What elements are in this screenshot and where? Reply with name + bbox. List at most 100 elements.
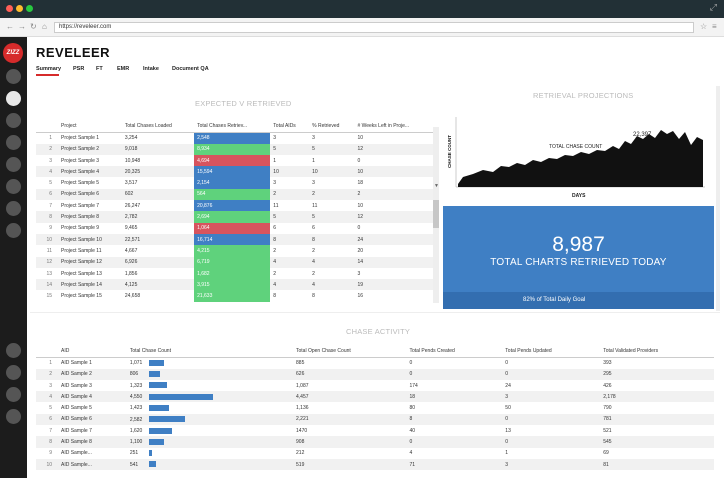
- table-cell: 8,934: [194, 143, 271, 155]
- table-row[interactable]: 3 Project Sample 3 10,948 4,694 1 1 0: [36, 154, 433, 167]
- forward-icon[interactable]: →: [18, 22, 26, 31]
- table-row[interactable]: 9 AID Sample... 251 212 4 1 69: [36, 448, 714, 459]
- col-header[interactable]: Total Chases Retriev...: [194, 121, 271, 133]
- table-row[interactable]: 11 Project Sample 11 4,667 4,215 2 2 20: [36, 245, 433, 257]
- chase-count-value: 1,071: [129, 360, 143, 367]
- maximize-window-icon[interactable]: [26, 5, 33, 12]
- scroll-thumb[interactable]: [433, 200, 439, 228]
- tab-intake[interactable]: Intake: [143, 66, 159, 72]
- app-logo[interactable]: ZIZZ: [3, 43, 23, 63]
- sidebar-item-6[interactable]: [6, 179, 21, 194]
- window-titlebar: ⤢: [0, 0, 724, 18]
- col-header[interactable]: Total AIDs: [270, 121, 310, 133]
- sidebar-item-5[interactable]: [6, 157, 21, 172]
- bookmark-icon[interactable]: ☆: [700, 22, 708, 31]
- sidebar-item-7[interactable]: [6, 201, 21, 216]
- chase-count-bar: [148, 360, 164, 367]
- page-scrollbar[interactable]: [716, 86, 720, 311]
- chase-count-value: 1,100: [129, 439, 143, 446]
- table-row[interactable]: 8 Project Sample 8 2,782 2,694 5 5 12: [36, 211, 433, 223]
- table-cell: 1: [273, 157, 277, 164]
- tab-summary[interactable]: Summary: [36, 66, 62, 72]
- table-row[interactable]: 10 Project Sample 10 22,571 16,714 8 8 24: [36, 233, 433, 246]
- row-index: 7: [49, 202, 52, 209]
- table-cell: AID Sample 4: [58, 391, 127, 403]
- sidebar-item-logout[interactable]: [6, 409, 21, 424]
- table-row[interactable]: 4 AID Sample 4 4,550 4,457 18 3 2,178: [36, 391, 714, 403]
- table-row[interactable]: 5 Project Sample 5 3,517 2,154 3 3 18: [36, 177, 433, 189]
- col-header[interactable]: Total Chases Loaded: [121, 121, 195, 133]
- table-row[interactable]: 2 Project Sample 2 9,018 8,934 5 5 12: [36, 143, 433, 155]
- back-icon[interactable]: ←: [6, 22, 14, 31]
- sidebar-item-1[interactable]: [6, 69, 21, 84]
- table-row[interactable]: 14 Project Sample 14 4,125 3,915 4 4 19: [36, 279, 433, 291]
- table-row[interactable]: 5 AID Sample 5 1,423 1,136 80 50 790: [36, 402, 714, 413]
- table-cell: 6,719: [194, 256, 271, 268]
- home-icon[interactable]: ⌂: [42, 22, 47, 31]
- col-header[interactable]: Total Open Chase Count: [293, 346, 407, 358]
- table-cell: 81: [600, 458, 714, 471]
- table-cell: 20: [357, 247, 363, 254]
- sidebar-item-help[interactable]: [6, 365, 21, 380]
- col-header[interactable]: # Weeks Left in Proje...: [354, 121, 433, 133]
- col-header[interactable]: % Retrieved: [309, 121, 355, 133]
- col-header[interactable]: Total Chase Count: [126, 346, 294, 358]
- table-cell: 3: [502, 458, 601, 471]
- row-index: 2: [36, 368, 58, 380]
- tab-emr[interactable]: EMR: [117, 66, 130, 72]
- minimize-window-icon[interactable]: [16, 5, 23, 12]
- table-cell: 2,548: [194, 132, 271, 144]
- col-header[interactable]: [36, 346, 58, 358]
- table-row[interactable]: 7 AID Sample 7 1,620 1470 40 13 521: [36, 425, 714, 436]
- table-row[interactable]: 6 AID Sample 6 2,582 2,221 8 0 781: [36, 413, 714, 426]
- reload-icon[interactable]: ↻: [30, 22, 37, 31]
- table-cell: 0: [357, 157, 361, 164]
- table-row[interactable]: 3 AID Sample 3 1,323 1,087 174 24 426: [36, 380, 714, 391]
- table-row[interactable]: 12 Project Sample 12 6,926 6,719 4 4 14: [36, 256, 433, 268]
- row-index: 2: [36, 143, 58, 155]
- table-cell: 0: [505, 360, 509, 367]
- url-input[interactable]: https://reveleer.com: [54, 22, 694, 33]
- tab-ft[interactable]: FT: [96, 66, 103, 72]
- table-row[interactable]: 10 AID Sample... 541 519 71 3 81: [36, 458, 714, 471]
- chase-count-value: 1,423: [129, 405, 143, 412]
- menu-icon[interactable]: ≡: [712, 22, 717, 31]
- col-header[interactable]: AID: [58, 346, 127, 358]
- tab-document-qa[interactable]: Document QA: [172, 66, 209, 72]
- scroll-down-icon[interactable]: ▼: [434, 183, 439, 189]
- table-row[interactable]: 1 AID Sample 1 1,071 885 0 0 393: [36, 357, 714, 368]
- sidebar-item-settings[interactable]: [6, 343, 21, 358]
- table-row[interactable]: 6 Project Sample 6 602 564 2 2 2: [36, 188, 433, 201]
- expand-icon[interactable]: ⤢: [709, 2, 717, 12]
- tab-psr[interactable]: PSR: [73, 66, 85, 72]
- table-row[interactable]: 1 Project Sample 1 3,254 2,548 3 3 10: [36, 132, 433, 144]
- table-cell: Project Sample 9: [61, 225, 100, 232]
- col-header[interactable]: Total Pends Updated: [502, 346, 601, 358]
- table-cell: 10: [357, 202, 363, 209]
- close-window-icon[interactable]: [6, 5, 13, 12]
- table-row[interactable]: 4 Project Sample 4 20,325 15,594 10 10 10: [36, 166, 433, 178]
- table-row[interactable]: 15 Project Sample 15 24,658 21,633 8 8 16: [36, 290, 433, 302]
- sidebar-item-8[interactable]: [6, 223, 21, 238]
- table-scrollbar[interactable]: [433, 127, 439, 303]
- table-row[interactable]: 13 Project Sample 13 1,856 1,682 2 2 3: [36, 267, 433, 280]
- table-cell: 0: [406, 368, 503, 380]
- table-row[interactable]: 2 AID Sample 2 806 626 0 0 295: [36, 368, 714, 380]
- col-header[interactable]: [36, 121, 58, 133]
- table-cell: 2,694: [194, 211, 271, 223]
- col-header[interactable]: Total Validated Providers: [600, 346, 714, 358]
- table-row[interactable]: 8 AID Sample 8 1,100 908 0 0 545: [36, 436, 714, 448]
- sidebar-item-dashboard[interactable]: [6, 91, 21, 106]
- table-row[interactable]: 7 Project Sample 7 26,247 20,876 11 11 10: [36, 200, 433, 212]
- table-row[interactable]: 9 Project Sample 9 9,465 1,064 6 6 0: [36, 222, 433, 234]
- projections-title: RETRIEVAL PROJECTIONS: [533, 91, 634, 100]
- sidebar-item-profile[interactable]: [6, 387, 21, 402]
- sidebar-item-3[interactable]: [6, 113, 21, 128]
- row-index: 1: [49, 135, 52, 142]
- row-index: 11: [46, 247, 52, 254]
- sidebar-item-4[interactable]: [6, 135, 21, 150]
- col-header[interactable]: Project: [58, 121, 122, 133]
- table-cell: 426: [603, 382, 612, 389]
- table-cell: 0: [502, 436, 601, 448]
- col-header[interactable]: Total Pends Created: [406, 346, 503, 358]
